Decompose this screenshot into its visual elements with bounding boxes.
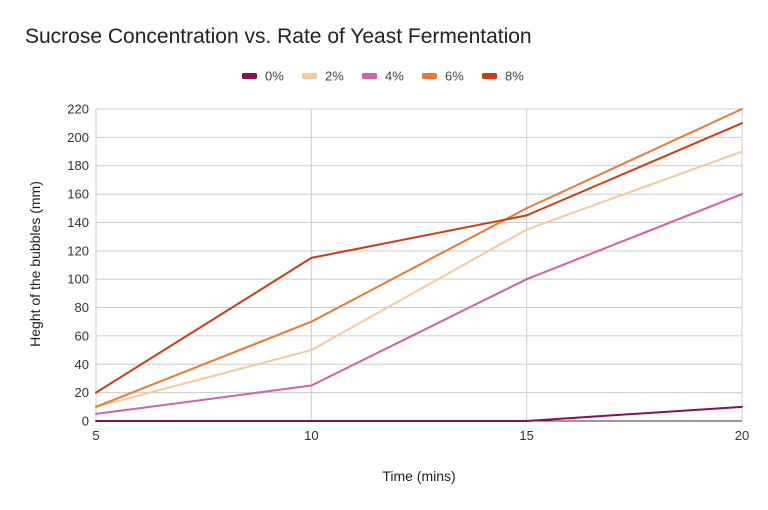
x-axis-title: Time (mins) [382, 468, 455, 484]
legend-label: 2% [325, 69, 344, 84]
series-line-0pct [95, 405, 743, 422]
y-tick-label: 40 [75, 357, 89, 372]
y-axis-title: Heght of the bubbles (mm) [27, 181, 43, 347]
x-tick-label: 20 [735, 428, 749, 443]
legend-swatch [362, 73, 377, 79]
x-tick-label: 15 [519, 428, 533, 443]
series-line-2pct [95, 150, 743, 408]
y-tick-label: 180 [67, 158, 89, 173]
legend-swatch [422, 73, 437, 79]
legend-swatch [242, 73, 257, 79]
series-line-6pct [95, 108, 743, 408]
x-tick-label: 10 [304, 428, 318, 443]
series-line-8pct [95, 122, 743, 394]
y-tick-label: 80 [75, 300, 89, 315]
x-tick-label: 5 [92, 428, 99, 443]
legend-label: 0% [265, 69, 284, 84]
legend-swatch [302, 73, 317, 79]
y-tick-label: 140 [67, 215, 89, 230]
y-tick-label: 120 [67, 243, 89, 258]
legend: 0% 2% 4% 6% 8% [242, 69, 524, 84]
y-tick-label: 160 [67, 187, 89, 202]
legend-label: 4% [385, 69, 404, 84]
y-tick-label: 200 [67, 130, 89, 145]
y-tick-label: 60 [75, 328, 89, 343]
y-tick-label: 20 [75, 385, 89, 400]
legend-swatch [482, 73, 497, 79]
series-lines [95, 108, 743, 422]
y-tick-label: 100 [67, 272, 89, 287]
grid [95, 108, 743, 421]
chart-title: Sucrose Concentration vs. Rate of Yeast … [25, 25, 532, 48]
legend-label: 6% [445, 69, 464, 84]
y-tick-label: 220 [67, 102, 89, 117]
legend-label: 8% [505, 69, 524, 84]
series-line-4pct [95, 193, 743, 415]
y-tick-label: 0 [82, 414, 89, 429]
